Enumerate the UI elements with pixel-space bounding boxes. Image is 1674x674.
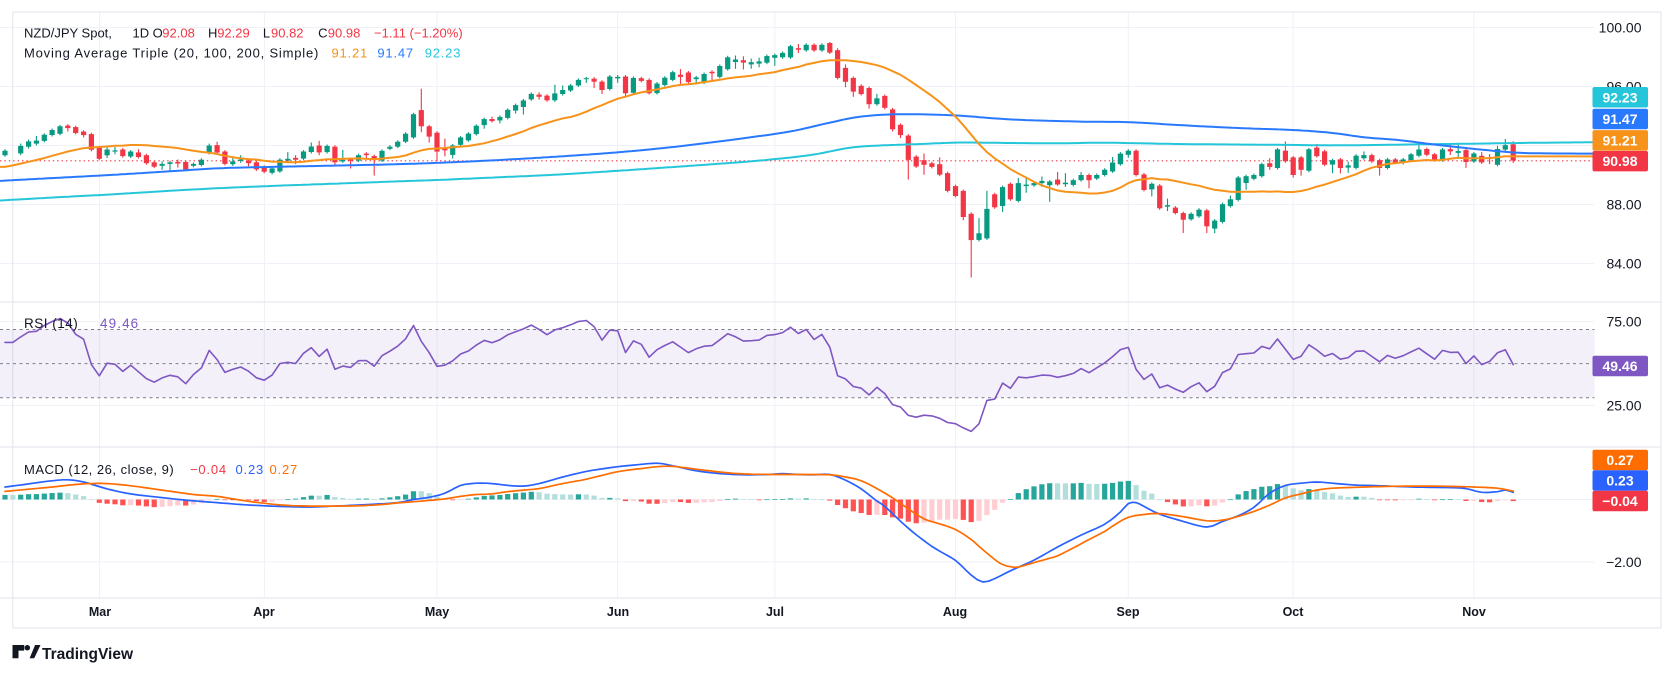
svg-text:25.00: 25.00 xyxy=(1606,397,1641,413)
svg-text:88.00: 88.00 xyxy=(1606,197,1641,213)
svg-text:−2.00: −2.00 xyxy=(1606,554,1642,570)
svg-text:TradingView: TradingView xyxy=(42,646,134,663)
svg-text:84.00: 84.00 xyxy=(1606,256,1641,272)
svg-text:NZD/JPY Spot,1D: NZD/JPY Spot, 1D xyxy=(24,26,149,41)
svg-text:Jun: Jun xyxy=(607,605,629,619)
svg-text:Oct: Oct xyxy=(1283,605,1305,619)
svg-text:90.98: 90.98 xyxy=(1602,153,1637,169)
svg-text:Moving Average Triple (20, 100: Moving Average Triple (20, 100, 200, Sim… xyxy=(24,46,461,61)
svg-text:RSI (14)49.46: RSI (14) 49.46 xyxy=(24,316,139,331)
svg-text:91.47: 91.47 xyxy=(1602,111,1637,127)
svg-text:Nov: Nov xyxy=(1462,605,1486,619)
svg-text:75.00: 75.00 xyxy=(1606,314,1641,330)
svg-text:92.23: 92.23 xyxy=(1602,89,1637,105)
svg-text:0.23: 0.23 xyxy=(1606,473,1633,489)
svg-text:91.21: 91.21 xyxy=(1602,132,1637,148)
svg-text:Jul: Jul xyxy=(766,605,784,619)
svg-text:MACD (12, 26, close, 9)−0.040.: MACD (12, 26, close, 9) −0.04 0.23 0.27 xyxy=(24,462,298,477)
svg-text:Aug: Aug xyxy=(943,605,967,619)
svg-text:−0.04: −0.04 xyxy=(1602,493,1638,509)
svg-text:100.00: 100.00 xyxy=(1599,20,1642,36)
svg-text:May: May xyxy=(425,605,449,619)
svg-text:0.27: 0.27 xyxy=(1606,452,1633,468)
svg-text:Apr: Apr xyxy=(253,605,275,619)
svg-text:Mar: Mar xyxy=(89,605,111,619)
svg-text:Sep: Sep xyxy=(1117,605,1140,619)
svg-text:49.46: 49.46 xyxy=(1602,358,1637,374)
